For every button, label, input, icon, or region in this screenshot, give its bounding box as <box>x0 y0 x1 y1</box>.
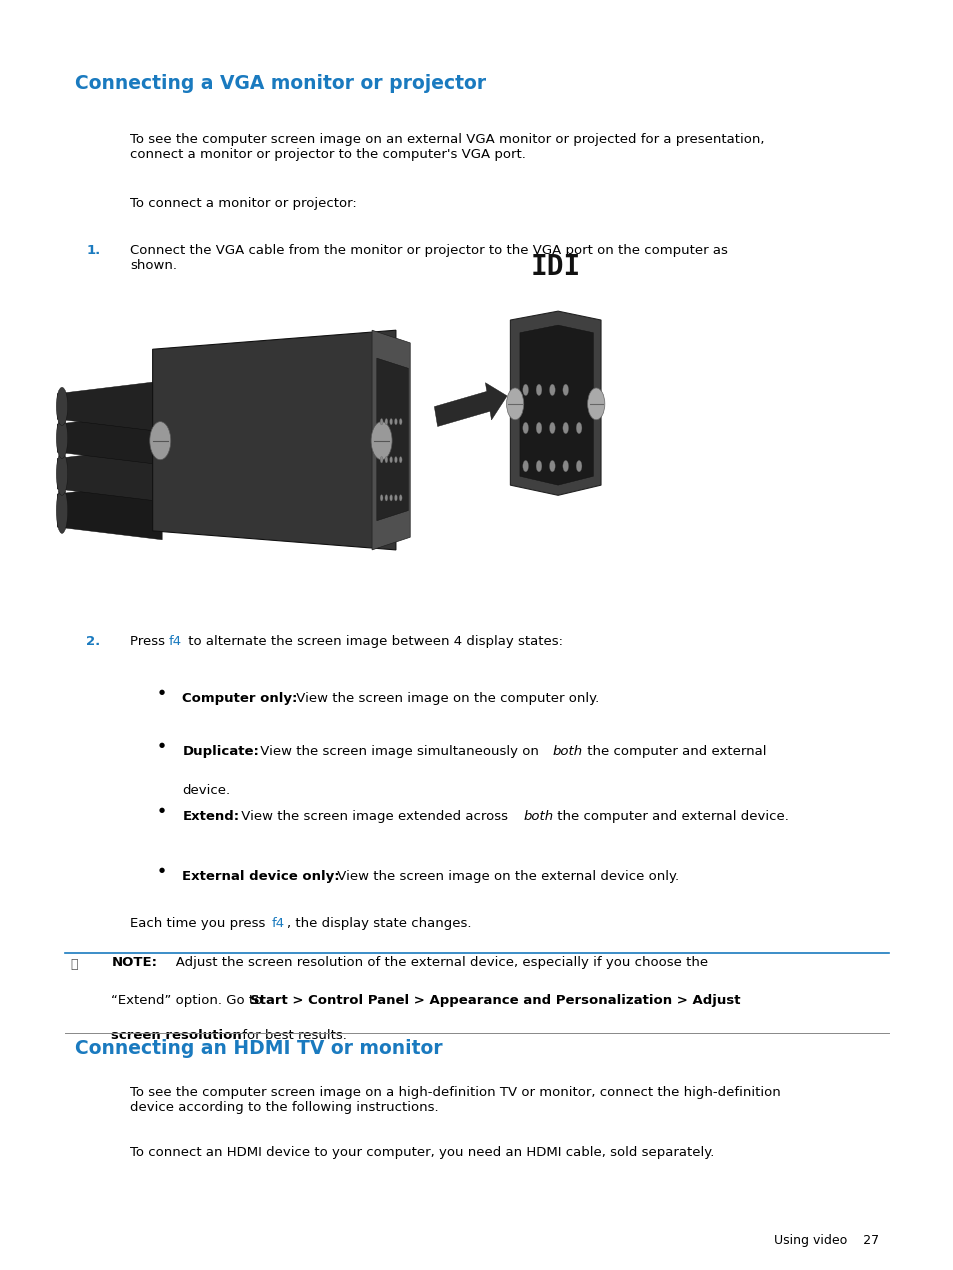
Text: Connect the VGA cable from the monitor or projector to the VGA port on the compu: Connect the VGA cable from the monitor o… <box>130 244 727 272</box>
Ellipse shape <box>385 457 387 462</box>
Text: “Extend” option. Go to: “Extend” option. Go to <box>112 994 267 1007</box>
Text: the computer and external: the computer and external <box>582 745 766 758</box>
Ellipse shape <box>385 419 387 424</box>
Text: View the screen image extended across: View the screen image extended across <box>236 810 512 823</box>
Ellipse shape <box>379 419 382 424</box>
Text: device.: device. <box>182 784 231 796</box>
Ellipse shape <box>371 422 392 460</box>
Text: to alternate the screen image between 4 display states:: to alternate the screen image between 4 … <box>184 635 563 648</box>
Text: To connect an HDMI device to your computer, you need an HDMI cable, sold separat: To connect an HDMI device to your comput… <box>130 1146 714 1158</box>
Text: Start > Control Panel > Appearance and Personalization > Adjust: Start > Control Panel > Appearance and P… <box>250 994 740 1007</box>
Polygon shape <box>510 311 600 495</box>
Ellipse shape <box>379 494 382 500</box>
Ellipse shape <box>395 419 396 424</box>
Polygon shape <box>57 446 162 502</box>
Polygon shape <box>57 381 162 432</box>
Text: ●: ● <box>158 808 165 813</box>
Text: Using video    27: Using video 27 <box>773 1234 878 1247</box>
Ellipse shape <box>56 488 68 533</box>
Polygon shape <box>152 330 395 550</box>
Ellipse shape <box>536 461 541 472</box>
Text: To see the computer screen image on a high-definition TV or monitor, connect the: To see the computer screen image on a hi… <box>130 1086 780 1114</box>
Text: for best results.: for best results. <box>238 1029 347 1041</box>
Text: Connecting a VGA monitor or projector: Connecting a VGA monitor or projector <box>75 74 486 93</box>
Ellipse shape <box>56 387 68 425</box>
Text: f4: f4 <box>271 917 284 930</box>
Text: Adjust the screen resolution of the external device, especially if you choose th: Adjust the screen resolution of the exte… <box>163 956 707 969</box>
Ellipse shape <box>399 457 402 462</box>
Ellipse shape <box>536 384 541 395</box>
Text: both: both <box>552 745 582 758</box>
Text: 📝: 📝 <box>71 958 77 970</box>
Text: f4: f4 <box>168 635 181 648</box>
Ellipse shape <box>522 422 528 434</box>
Ellipse shape <box>390 457 393 462</box>
Polygon shape <box>376 358 408 521</box>
Ellipse shape <box>56 418 68 458</box>
Ellipse shape <box>385 494 387 500</box>
Ellipse shape <box>562 422 568 434</box>
Ellipse shape <box>536 422 541 434</box>
Text: View the screen image on the external device only.: View the screen image on the external de… <box>333 870 679 883</box>
Text: 2.: 2. <box>87 635 101 648</box>
Ellipse shape <box>562 384 568 395</box>
Text: Extend:: Extend: <box>182 810 239 823</box>
Text: Connecting an HDMI TV or monitor: Connecting an HDMI TV or monitor <box>75 1039 442 1058</box>
Ellipse shape <box>56 452 68 495</box>
Ellipse shape <box>522 384 528 395</box>
Polygon shape <box>519 325 593 485</box>
Text: Press: Press <box>130 635 169 648</box>
Text: ●: ● <box>158 867 165 872</box>
Text: View the screen image on the computer only.: View the screen image on the computer on… <box>292 692 598 705</box>
Text: View the screen image simultaneously on: View the screen image simultaneously on <box>255 745 542 758</box>
Ellipse shape <box>506 387 523 419</box>
Text: , the display state changes.: , the display state changes. <box>287 917 472 930</box>
Ellipse shape <box>562 461 568 472</box>
Ellipse shape <box>522 461 528 472</box>
Ellipse shape <box>395 494 396 500</box>
Text: NOTE:: NOTE: <box>112 956 157 969</box>
Ellipse shape <box>379 457 382 462</box>
Text: External device only:: External device only: <box>182 870 339 883</box>
Text: both: both <box>522 810 553 823</box>
Ellipse shape <box>399 494 402 500</box>
Text: Each time you press: Each time you press <box>130 917 270 930</box>
Text: Computer only:: Computer only: <box>182 692 297 705</box>
Polygon shape <box>57 411 162 465</box>
Ellipse shape <box>390 494 393 500</box>
Text: IDI: IDI <box>531 253 580 281</box>
Text: To connect a monitor or projector:: To connect a monitor or projector: <box>130 197 356 210</box>
Ellipse shape <box>395 457 396 462</box>
Ellipse shape <box>150 422 171 460</box>
Ellipse shape <box>549 384 555 395</box>
Ellipse shape <box>587 387 604 419</box>
FancyArrow shape <box>434 382 507 427</box>
Text: 1.: 1. <box>87 244 101 257</box>
Ellipse shape <box>399 419 402 424</box>
Polygon shape <box>57 481 162 540</box>
Text: To see the computer screen image on an external VGA monitor or projected for a p: To see the computer screen image on an e… <box>130 133 763 161</box>
Polygon shape <box>372 330 410 550</box>
Text: ●: ● <box>158 690 165 695</box>
Ellipse shape <box>549 461 555 472</box>
Text: Duplicate:: Duplicate: <box>182 745 259 758</box>
Text: the computer and external device.: the computer and external device. <box>552 810 788 823</box>
Ellipse shape <box>549 422 555 434</box>
Ellipse shape <box>576 422 581 434</box>
Text: screen resolution: screen resolution <box>112 1029 242 1041</box>
Ellipse shape <box>390 419 393 424</box>
Ellipse shape <box>576 461 581 472</box>
Text: ●: ● <box>158 743 165 748</box>
